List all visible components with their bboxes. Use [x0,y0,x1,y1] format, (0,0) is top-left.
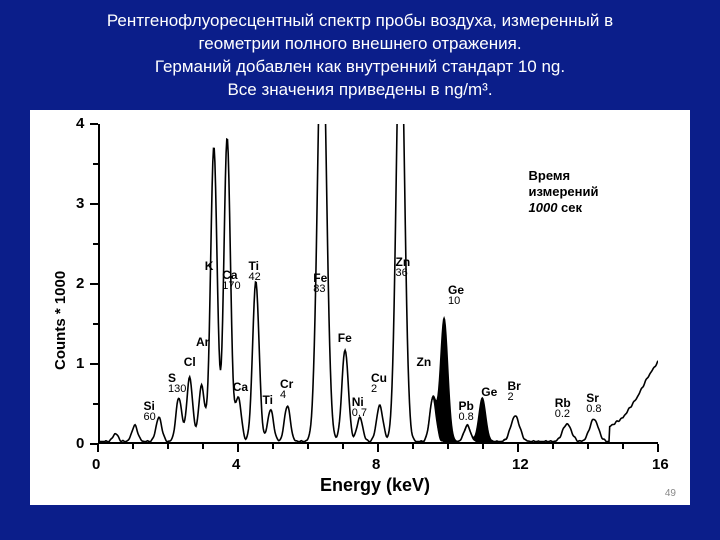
note-line2: измерений [529,184,599,199]
x-tick-major [657,444,659,452]
x-tick-minor [342,444,344,449]
x-tick-minor [167,444,169,449]
note-value: 1000 [529,200,558,215]
x-tick-major [237,444,239,452]
peak-label-ti: Ti [263,394,273,406]
y-tick-major [90,283,98,285]
measurement-time-note: Времяизмерений1000 сек [529,168,599,217]
peak-label-s: S130 [168,372,186,395]
peak-label-cu: Cu2 [371,372,387,395]
y-tick-label: 2 [76,275,84,292]
x-tick-major [97,444,99,452]
x-tick-minor [447,444,449,449]
slide-caption: Рентгенофлуоресцентный спектр пробы возд… [0,0,720,110]
peak-label-ar: Ar [196,336,209,348]
peak-label-br: Br2 [508,380,521,403]
slide: Рентгенофлуоресцентный спектр пробы возд… [0,0,720,540]
note-line1: Время [529,168,571,183]
x-tick-minor [307,444,309,449]
peak-label-si: Si60 [144,400,156,423]
peak-label-cl: Cl [184,356,196,368]
plot-area: 048121601234Si60S130ClArKCa170CaTi42TiCr… [98,124,658,444]
peak-label-zn: Zn36 [396,256,411,279]
x-tick-minor [482,444,484,449]
x-tick-label: 16 [652,456,669,473]
peak-label-ca: Ca [233,381,248,393]
peak-label-rb: Rb0.2 [555,397,571,420]
y-tick-major [90,363,98,365]
note-unit: сек [561,200,582,215]
peak-label-cr: Cr4 [280,378,293,401]
peak-label-fe: Fe83 [313,272,327,295]
peak-label-k: K [205,260,214,272]
x-tick-minor [412,444,414,449]
x-tick-major [517,444,519,452]
x-tick-label: 0 [92,456,100,473]
x-tick-minor [622,444,624,449]
caption-line-4: Все значения приведены в ng/m³. [227,80,492,99]
x-tick-minor [587,444,589,449]
x-axis-title: Energy (keV) [320,475,430,496]
x-tick-minor [202,444,204,449]
caption-line-1: Рентгенофлуоресцентный спектр пробы возд… [107,11,613,30]
page-number: 49 [665,488,676,499]
x-tick-label: 4 [232,456,240,473]
y-tick-major [90,123,98,125]
x-tick-minor [272,444,274,449]
x-tick-minor [132,444,134,449]
peak-label-ni: Ni0.7 [352,396,367,419]
caption-line-3: Германий добавлен как внутренний стандар… [155,57,565,76]
chart-panel: Counts * 1000 Energy (keV) 048121601234S… [30,110,690,505]
peak-label-ge: Ge10 [448,284,464,307]
caption-line-2: геометрии полного внешнего отражения. [198,34,521,53]
x-tick-label: 12 [512,456,529,473]
x-tick-minor [552,444,554,449]
y-tick-major [90,203,98,205]
peak-label-fe: Fe [338,332,352,344]
y-tick-label: 3 [76,195,84,212]
peak-label-zn: Zn [417,356,432,368]
y-axis-title: Counts * 1000 [52,271,69,370]
peak-label-ti: Ti42 [249,260,261,283]
x-tick-major [377,444,379,452]
y-tick-label: 1 [76,355,84,372]
peak-label-ca: Ca170 [222,269,240,292]
x-tick-label: 8 [372,456,380,473]
y-tick-label: 0 [76,435,84,452]
peak-label-pb: Pb0.8 [459,400,474,423]
y-tick-major [90,443,98,445]
peak-label-sr: Sr0.8 [586,392,601,415]
peak-label-ge: Ge [481,386,497,398]
y-tick-label: 4 [76,115,84,132]
